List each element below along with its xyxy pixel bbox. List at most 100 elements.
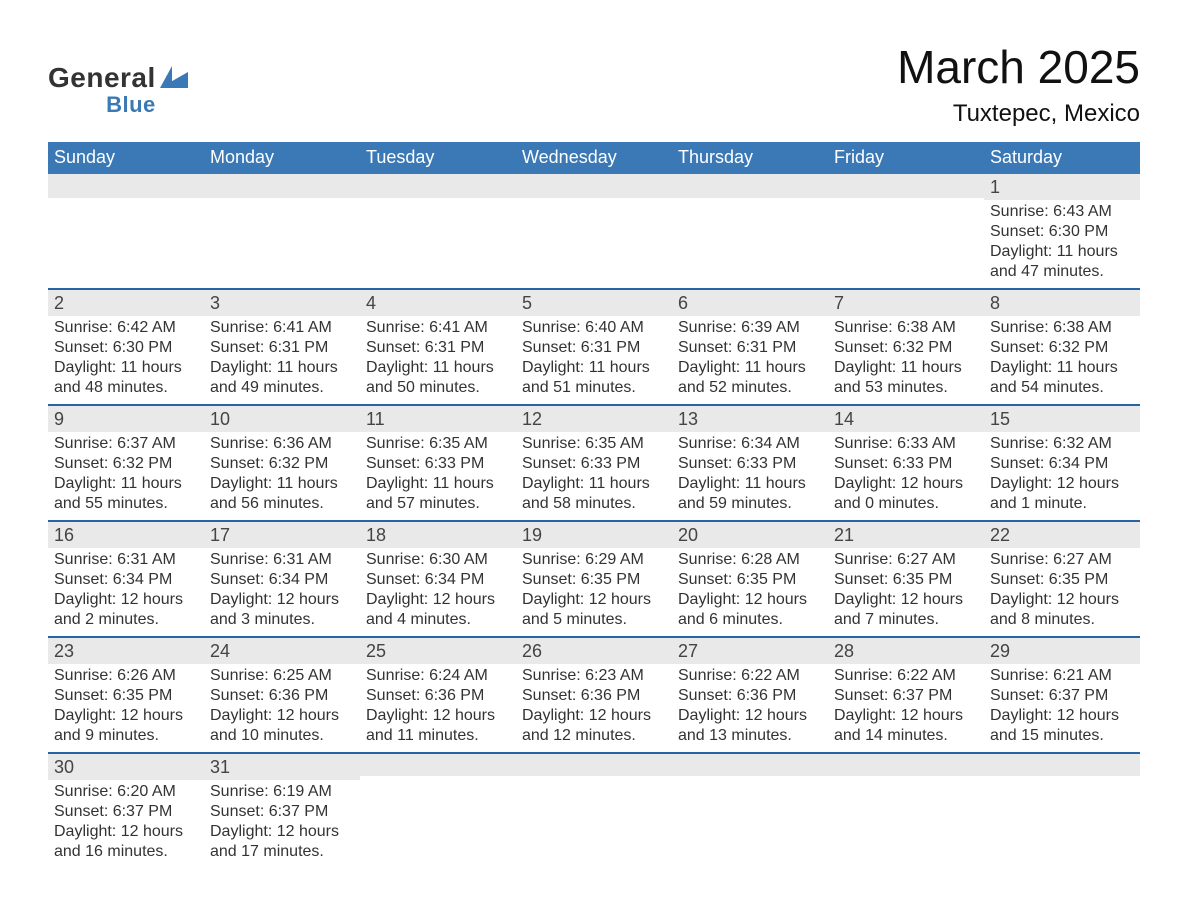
day-daylight1: Daylight: 12 hours — [54, 590, 198, 610]
day-sunset: Sunset: 6:31 PM — [366, 338, 510, 358]
day-details: Sunrise: 6:22 AMSunset: 6:37 PMDaylight:… — [828, 664, 984, 752]
day-number: 24 — [204, 636, 360, 664]
day-details: Sunrise: 6:43 AMSunset: 6:30 PMDaylight:… — [984, 200, 1140, 288]
day-daylight2: and 52 minutes. — [678, 378, 822, 398]
calendar-cell: 17Sunrise: 6:31 AMSunset: 6:34 PMDayligh… — [204, 520, 360, 636]
day-daylight1: Daylight: 12 hours — [834, 706, 978, 726]
day-number — [360, 752, 516, 776]
day-number: 25 — [360, 636, 516, 664]
day-daylight2: and 49 minutes. — [210, 378, 354, 398]
day-daylight2: and 7 minutes. — [834, 610, 978, 630]
day-sunset: Sunset: 6:37 PM — [54, 802, 198, 822]
day-sunrise: Sunrise: 6:32 AM — [990, 434, 1134, 454]
day-details: Sunrise: 6:20 AMSunset: 6:37 PMDaylight:… — [48, 780, 204, 868]
weekday-header: Wednesday — [516, 142, 672, 174]
calendar-cell: 9Sunrise: 6:37 AMSunset: 6:32 PMDaylight… — [48, 404, 204, 520]
calendar-cell: 21Sunrise: 6:27 AMSunset: 6:35 PMDayligh… — [828, 520, 984, 636]
day-daylight1: Daylight: 12 hours — [834, 474, 978, 494]
day-sunrise: Sunrise: 6:24 AM — [366, 666, 510, 686]
day-number: 11 — [360, 404, 516, 432]
day-sunrise: Sunrise: 6:39 AM — [678, 318, 822, 338]
day-daylight1: Daylight: 11 hours — [54, 474, 198, 494]
day-number: 8 — [984, 288, 1140, 316]
day-daylight1: Daylight: 12 hours — [990, 590, 1134, 610]
day-number: 6 — [672, 288, 828, 316]
day-number: 3 — [204, 288, 360, 316]
calendar-cell: 30Sunrise: 6:20 AMSunset: 6:37 PMDayligh… — [48, 752, 204, 868]
day-daylight2: and 48 minutes. — [54, 378, 198, 398]
day-sunrise: Sunrise: 6:40 AM — [522, 318, 666, 338]
day-sunrise: Sunrise: 6:28 AM — [678, 550, 822, 570]
day-details: Sunrise: 6:42 AMSunset: 6:30 PMDaylight:… — [48, 316, 204, 404]
day-number — [828, 752, 984, 776]
day-daylight1: Daylight: 11 hours — [834, 358, 978, 378]
day-details: Sunrise: 6:36 AMSunset: 6:32 PMDaylight:… — [204, 432, 360, 520]
calendar-cell — [516, 174, 672, 288]
day-sunset: Sunset: 6:35 PM — [990, 570, 1134, 590]
day-sunset: Sunset: 6:37 PM — [210, 802, 354, 822]
day-sunrise: Sunrise: 6:23 AM — [522, 666, 666, 686]
day-number: 4 — [360, 288, 516, 316]
day-details: Sunrise: 6:24 AMSunset: 6:36 PMDaylight:… — [360, 664, 516, 752]
day-number — [204, 174, 360, 198]
day-number — [360, 174, 516, 198]
day-number: 2 — [48, 288, 204, 316]
day-number: 10 — [204, 404, 360, 432]
day-daylight1: Daylight: 12 hours — [522, 706, 666, 726]
day-sunset: Sunset: 6:34 PM — [210, 570, 354, 590]
day-sunrise: Sunrise: 6:22 AM — [834, 666, 978, 686]
calendar-body: 1Sunrise: 6:43 AMSunset: 6:30 PMDaylight… — [48, 174, 1140, 868]
title-location: Tuxtepec, Mexico — [897, 100, 1140, 128]
weekday-header: Saturday — [984, 142, 1140, 174]
calendar-week-row: 9Sunrise: 6:37 AMSunset: 6:32 PMDaylight… — [48, 404, 1140, 520]
calendar-cell: 4Sunrise: 6:41 AMSunset: 6:31 PMDaylight… — [360, 288, 516, 404]
day-daylight1: Daylight: 12 hours — [210, 590, 354, 610]
day-daylight2: and 53 minutes. — [834, 378, 978, 398]
day-daylight1: Daylight: 12 hours — [990, 706, 1134, 726]
day-sunset: Sunset: 6:36 PM — [210, 686, 354, 706]
day-details: Sunrise: 6:25 AMSunset: 6:36 PMDaylight:… — [204, 664, 360, 752]
calendar-cell: 8Sunrise: 6:38 AMSunset: 6:32 PMDaylight… — [984, 288, 1140, 404]
calendar-cell: 5Sunrise: 6:40 AMSunset: 6:31 PMDaylight… — [516, 288, 672, 404]
day-details: Sunrise: 6:27 AMSunset: 6:35 PMDaylight:… — [828, 548, 984, 636]
day-sunset: Sunset: 6:32 PM — [990, 338, 1134, 358]
day-number: 1 — [984, 174, 1140, 200]
day-sunrise: Sunrise: 6:30 AM — [366, 550, 510, 570]
day-daylight2: and 1 minute. — [990, 494, 1134, 514]
day-number: 18 — [360, 520, 516, 548]
logo-word-top: General — [48, 64, 156, 92]
day-sunset: Sunset: 6:35 PM — [522, 570, 666, 590]
day-details: Sunrise: 6:30 AMSunset: 6:34 PMDaylight:… — [360, 548, 516, 636]
calendar-cell: 23Sunrise: 6:26 AMSunset: 6:35 PMDayligh… — [48, 636, 204, 752]
day-daylight2: and 13 minutes. — [678, 726, 822, 746]
day-sunrise: Sunrise: 6:38 AM — [990, 318, 1134, 338]
calendar-cell: 3Sunrise: 6:41 AMSunset: 6:31 PMDaylight… — [204, 288, 360, 404]
calendar-cell: 16Sunrise: 6:31 AMSunset: 6:34 PMDayligh… — [48, 520, 204, 636]
day-sunset: Sunset: 6:32 PM — [834, 338, 978, 358]
day-sunset: Sunset: 6:36 PM — [522, 686, 666, 706]
day-sunset: Sunset: 6:30 PM — [990, 222, 1134, 242]
day-details: Sunrise: 6:38 AMSunset: 6:32 PMDaylight:… — [984, 316, 1140, 404]
day-daylight2: and 6 minutes. — [678, 610, 822, 630]
day-sunrise: Sunrise: 6:21 AM — [990, 666, 1134, 686]
day-number: 21 — [828, 520, 984, 548]
calendar-cell: 24Sunrise: 6:25 AMSunset: 6:36 PMDayligh… — [204, 636, 360, 752]
day-details: Sunrise: 6:31 AMSunset: 6:34 PMDaylight:… — [48, 548, 204, 636]
day-details: Sunrise: 6:34 AMSunset: 6:33 PMDaylight:… — [672, 432, 828, 520]
day-sunrise: Sunrise: 6:35 AM — [522, 434, 666, 454]
day-daylight2: and 2 minutes. — [54, 610, 198, 630]
day-number: 7 — [828, 288, 984, 316]
calendar-cell: 6Sunrise: 6:39 AMSunset: 6:31 PMDaylight… — [672, 288, 828, 404]
day-number — [516, 174, 672, 198]
calendar-cell — [672, 752, 828, 868]
weekday-header: Thursday — [672, 142, 828, 174]
day-sunset: Sunset: 6:36 PM — [366, 686, 510, 706]
day-number: 27 — [672, 636, 828, 664]
calendar-cell: 31Sunrise: 6:19 AMSunset: 6:37 PMDayligh… — [204, 752, 360, 868]
day-sunrise: Sunrise: 6:25 AM — [210, 666, 354, 686]
calendar-cell: 27Sunrise: 6:22 AMSunset: 6:36 PMDayligh… — [672, 636, 828, 752]
day-daylight2: and 15 minutes. — [990, 726, 1134, 746]
day-daylight2: and 8 minutes. — [990, 610, 1134, 630]
day-number: 23 — [48, 636, 204, 664]
day-daylight1: Daylight: 11 hours — [210, 474, 354, 494]
